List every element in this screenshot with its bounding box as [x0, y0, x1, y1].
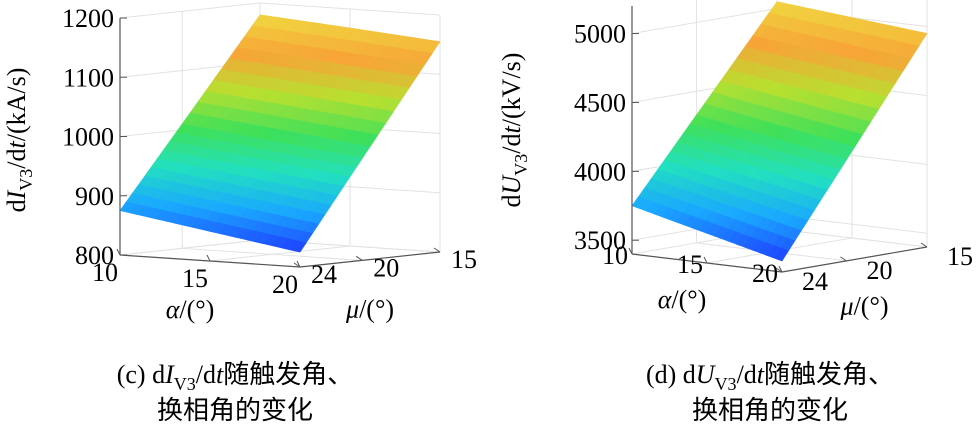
label-part: U — [696, 360, 717, 389]
y-tick — [920, 242, 928, 248]
label-part: /(°) — [179, 295, 214, 324]
y-tick-label: 20 — [373, 253, 399, 282]
x-axis-label: α/(°) — [166, 295, 215, 324]
y-axis-label: μ/(°) — [840, 292, 889, 321]
surface-cell — [706, 137, 847, 262]
label-part: α — [658, 285, 673, 314]
label-part: /(°) — [359, 295, 394, 324]
label-part: α — [166, 295, 181, 324]
y-tick — [775, 267, 783, 273]
label-part: μ — [345, 295, 359, 324]
caption: (d) dUV3/dt随触发角、 — [646, 360, 894, 394]
x-tick — [778, 265, 783, 273]
x-tick — [296, 260, 301, 268]
y-axis — [299, 251, 441, 268]
surface-cell — [119, 123, 273, 232]
surface-cell — [209, 140, 363, 253]
y-tick-label: 15 — [947, 242, 973, 271]
surface-cell — [181, 14, 351, 142]
surface-cell — [695, 1, 853, 138]
label-part: /(°) — [671, 285, 706, 314]
label-part: U — [497, 173, 526, 194]
surface-cell — [271, 27, 441, 159]
x-tick — [628, 247, 633, 255]
z-tick-label: 1200 — [62, 4, 114, 33]
label-part: d — [2, 199, 31, 212]
label-part: t — [216, 360, 224, 389]
surface-cell — [770, 17, 928, 161]
label-part: (c) d — [117, 360, 165, 389]
x-tick-label: 10 — [92, 258, 118, 287]
label-part: /(kA/s) — [2, 68, 31, 142]
y-tick — [355, 255, 363, 261]
surface-patch — [290, 240, 307, 253]
label-part: 换相角的变化 — [692, 396, 848, 425]
y-axis-label: μ/(°) — [345, 295, 394, 324]
y-tick — [433, 247, 441, 253]
z-tick-label: 1100 — [63, 63, 114, 92]
label-part: I — [2, 189, 31, 200]
label-part: /d — [497, 133, 526, 153]
label-part: /(kV/s) — [497, 53, 526, 127]
x-tick-label: 15 — [182, 264, 208, 293]
y-axis — [781, 246, 928, 273]
z-tick-label: 3500 — [574, 226, 626, 255]
grid-line — [181, 11, 363, 261]
label-part: t — [497, 125, 526, 133]
z-tick-label: 5000 — [574, 20, 626, 49]
z-tick-label: 900 — [75, 182, 114, 211]
label-part: V3 — [16, 169, 36, 191]
surface-patch — [774, 247, 789, 262]
label-part: V3 — [511, 154, 531, 176]
label-part: /d — [2, 149, 31, 169]
grid-line — [695, 0, 847, 262]
label-part: t — [2, 141, 31, 149]
y-tick-label: 20 — [866, 256, 892, 285]
z-tick-label: 800 — [75, 241, 114, 270]
z-axis-label: dUV3/dt/(kV/s) — [497, 53, 531, 208]
x-tick-label: 10 — [602, 241, 628, 270]
y-tick — [840, 256, 847, 262]
z-tick-label: 4500 — [574, 88, 626, 117]
label-part: /(°) — [854, 292, 889, 321]
label-part: μ — [840, 292, 854, 321]
z-axis-label: dIV3/dt/(kA/s) — [2, 68, 36, 213]
x-tick — [703, 256, 708, 264]
label-part: 随触发角、 — [764, 360, 894, 389]
label-part: 随触发角、 — [223, 360, 353, 389]
x-axis-label: α/(°) — [658, 285, 707, 314]
label-part: t — [757, 360, 765, 389]
caption: 换相角的变化 — [157, 396, 313, 425]
y-tick-label: 24 — [802, 267, 828, 296]
label-part: /d — [737, 360, 757, 389]
x-tick-label: 20 — [272, 270, 298, 299]
z-tick-label: 1000 — [62, 123, 114, 152]
x-tick — [206, 254, 211, 262]
y-tick — [293, 262, 301, 268]
caption: (c) dIV3/dt随触发角、 — [117, 360, 354, 394]
x-tick — [116, 248, 121, 256]
label-part: /d — [196, 360, 216, 389]
grid-line — [119, 2, 441, 19]
label-part: 换相角的变化 — [157, 396, 313, 425]
y-tick-label: 15 — [451, 245, 477, 274]
x-tick-label: 20 — [752, 259, 778, 288]
label-part: (d) d — [646, 360, 696, 389]
y-tick-label: 24 — [311, 260, 337, 289]
label-part: I — [164, 360, 175, 389]
label-part: V3 — [715, 374, 737, 394]
x-tick-label: 15 — [677, 250, 703, 279]
caption: 换相角的变化 — [692, 396, 848, 425]
label-part: d — [497, 194, 526, 207]
label-part: V3 — [174, 374, 196, 394]
z-tick-label: 4000 — [574, 157, 626, 186]
